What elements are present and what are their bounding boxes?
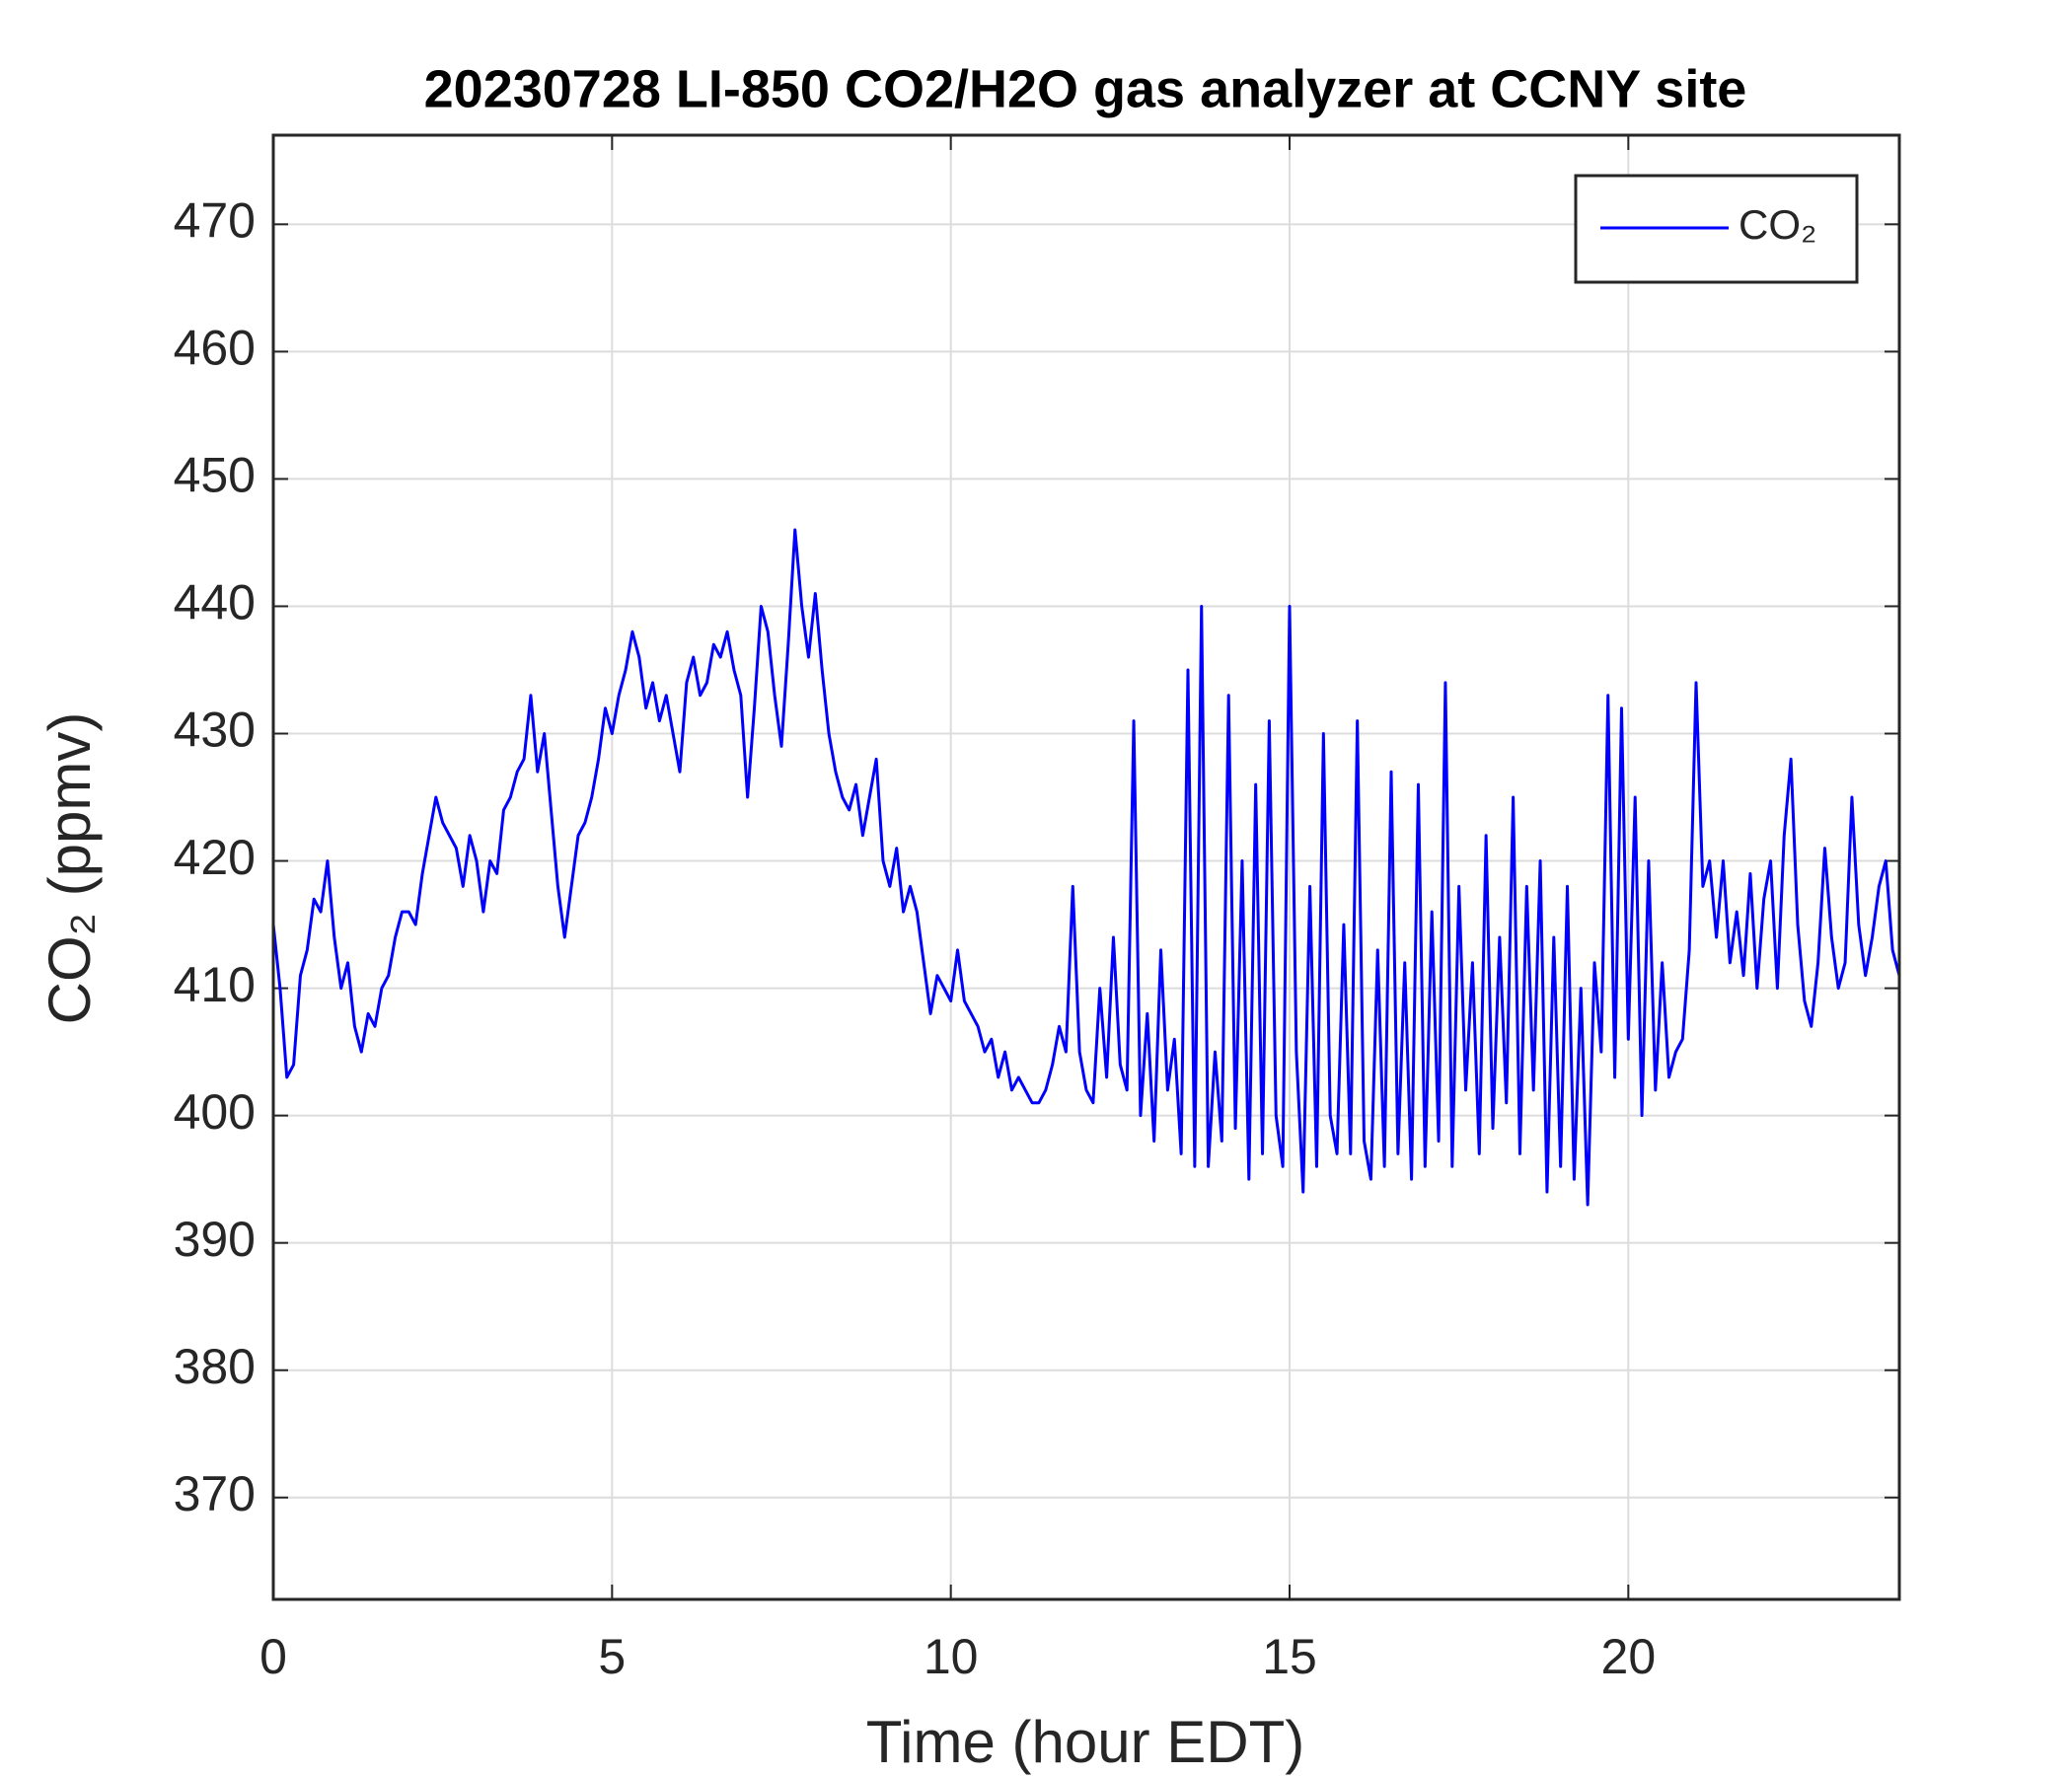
chart-title: 20230728 LI-850 CO2/H2O gas analyzer at … (424, 59, 1747, 118)
data-line (271, 528, 1901, 1207)
x-axis-label: Time (hour EDT) (866, 1709, 1305, 1775)
y-tick-label: 460 (174, 321, 256, 376)
x-tick-label: 15 (1262, 1629, 1317, 1684)
x-tick-label: 20 (1601, 1629, 1657, 1684)
x-tick-label: 5 (598, 1629, 626, 1684)
y-tick-label: 420 (174, 830, 256, 885)
y-tick-label: 370 (174, 1466, 256, 1521)
y-tick-label: 450 (174, 448, 256, 503)
y-tick-label: 410 (174, 957, 256, 1012)
y-tick-label: 380 (174, 1339, 256, 1394)
legend-label: CO₂ (1739, 201, 1816, 248)
y-tick-label: 440 (174, 575, 256, 630)
axes-box (271, 133, 1901, 1601)
y-axis-label: CO₂ (ppmv) (37, 712, 103, 1025)
y-tick-label: 470 (174, 193, 256, 249)
y-tick-label: 390 (174, 1212, 256, 1267)
x-tick-label: 0 (259, 1629, 287, 1684)
y-tick-label: 400 (174, 1084, 256, 1140)
x-tick-label: 10 (924, 1629, 979, 1684)
y-tick-label: 430 (174, 703, 256, 758)
